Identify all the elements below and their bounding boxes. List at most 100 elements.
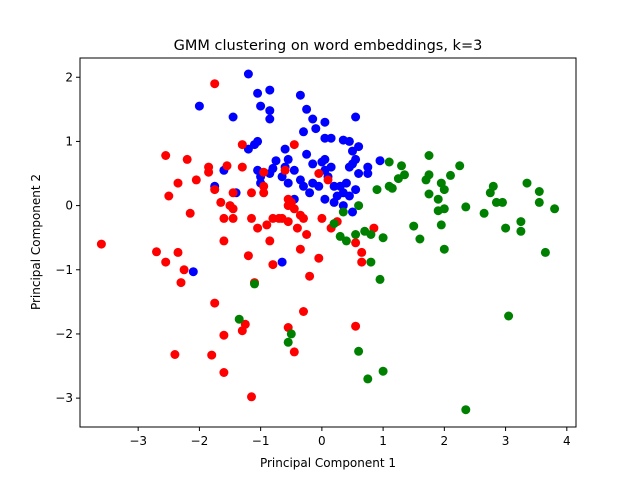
data-point-cluster-2 xyxy=(314,253,324,263)
data-point-cluster-1 xyxy=(295,90,305,100)
data-point-cluster-3 xyxy=(488,181,498,191)
data-point-cluster-1 xyxy=(320,117,330,127)
data-point-cluster-1 xyxy=(299,127,308,137)
data-point-cluster-3 xyxy=(250,279,259,289)
data-point-cluster-3 xyxy=(351,230,361,239)
data-point-cluster-2 xyxy=(237,326,247,336)
data-point-cluster-2 xyxy=(210,185,220,195)
data-point-cluster-2 xyxy=(323,175,333,185)
data-point-cluster-3 xyxy=(409,221,419,231)
data-point-cluster-3 xyxy=(366,257,376,267)
data-point-cluster-2 xyxy=(185,208,195,218)
data-point-cluster-3 xyxy=(436,220,446,230)
data-point-cluster-1 xyxy=(302,104,312,114)
data-point-cluster-1 xyxy=(308,114,318,124)
data-point-cluster-1 xyxy=(354,142,364,152)
data-point-cluster-2 xyxy=(228,213,238,223)
data-point-cluster-3 xyxy=(436,178,446,188)
data-point-cluster-3 xyxy=(400,170,409,180)
data-point-cluster-2 xyxy=(274,213,284,223)
data-point-cluster-3 xyxy=(360,226,370,236)
data-point-cluster-2 xyxy=(262,220,272,230)
y-tick-label: −3 xyxy=(55,391,73,405)
data-point-cluster-2 xyxy=(299,307,308,316)
data-point-cluster-1 xyxy=(351,154,361,164)
data-point-cluster-2 xyxy=(164,191,174,201)
data-point-cluster-3 xyxy=(378,366,388,376)
data-point-cluster-3 xyxy=(234,314,244,324)
data-point-cluster-1 xyxy=(277,257,287,267)
data-point-cluster-3 xyxy=(424,189,434,199)
data-point-cluster-2 xyxy=(357,257,367,267)
data-point-cluster-3 xyxy=(387,183,397,193)
data-point-cluster-2 xyxy=(173,178,183,188)
plot-frame xyxy=(79,57,577,428)
x-tick-label: 3 xyxy=(502,434,510,448)
data-point-cluster-3 xyxy=(534,197,544,207)
data-point-cluster-3 xyxy=(286,329,296,339)
data-point-cluster-1 xyxy=(265,85,275,95)
data-point-cluster-3 xyxy=(455,161,465,171)
data-point-cluster-2 xyxy=(228,204,238,214)
data-point-cluster-3 xyxy=(338,207,348,217)
x-tick-label: −1 xyxy=(252,434,270,448)
data-point-cluster-3 xyxy=(439,204,449,214)
data-point-cluster-2 xyxy=(295,244,305,254)
data-point-cluster-1 xyxy=(283,154,293,164)
data-point-cluster-1 xyxy=(299,181,308,191)
data-point-cluster-3 xyxy=(498,197,507,207)
data-point-cluster-3 xyxy=(424,151,434,160)
data-point-cluster-1 xyxy=(280,144,290,154)
data-point-cluster-3 xyxy=(534,187,544,196)
x-tick-label: −3 xyxy=(129,434,147,448)
data-point-cluster-2 xyxy=(161,257,171,267)
data-point-cluster-2 xyxy=(216,197,226,207)
data-point-cluster-1 xyxy=(308,159,318,169)
data-point-cluster-3 xyxy=(446,170,455,180)
data-point-cluster-3 xyxy=(283,337,293,347)
chart-title: GMM clustering on word embeddings, k=3 xyxy=(174,38,483,54)
data-point-cluster-3 xyxy=(439,244,449,254)
data-point-cluster-2 xyxy=(182,154,192,164)
data-point-cluster-2 xyxy=(247,213,256,223)
data-point-cluster-3 xyxy=(354,201,364,211)
data-point-cluster-1 xyxy=(344,162,354,172)
data-point-cluster-1 xyxy=(348,207,357,217)
data-point-cluster-2 xyxy=(259,167,269,177)
data-point-cluster-2 xyxy=(210,79,220,89)
data-point-cluster-1 xyxy=(283,178,293,188)
data-point-cluster-3 xyxy=(341,236,351,246)
data-point-cluster-3 xyxy=(335,231,345,241)
data-point-cluster-2 xyxy=(237,140,247,150)
data-point-cluster-3 xyxy=(461,405,471,415)
data-point-cluster-3 xyxy=(375,274,385,284)
data-point-cluster-2 xyxy=(259,188,269,198)
data-point-cluster-2 xyxy=(253,223,263,233)
y-tick-label: 0 xyxy=(65,199,73,213)
data-point-cluster-3 xyxy=(540,247,550,257)
data-point-cluster-1 xyxy=(256,101,266,111)
data-point-cluster-2 xyxy=(228,188,238,198)
axis-layer: −3 −2 −1 0 1 2 3 4 −3 −2 −1 0 1 2 xyxy=(55,70,570,448)
data-point-cluster-3 xyxy=(329,219,339,229)
data-point-cluster-3 xyxy=(415,234,425,244)
data-point-cluster-1 xyxy=(363,169,373,178)
data-point-cluster-2 xyxy=(173,247,183,257)
data-point-cluster-2 xyxy=(219,236,229,246)
data-point-cluster-1 xyxy=(311,124,321,134)
data-point-cluster-2 xyxy=(259,181,269,191)
data-point-cluster-2 xyxy=(305,271,315,281)
data-point-cluster-3 xyxy=(550,204,560,214)
data-point-cluster-1 xyxy=(326,162,336,172)
x-tick-label: 1 xyxy=(379,434,387,448)
data-point-cluster-1 xyxy=(344,191,354,201)
data-point-cluster-3 xyxy=(516,226,526,236)
data-point-cluster-3 xyxy=(354,346,364,356)
data-point-cluster-1 xyxy=(253,136,263,146)
data-point-cluster-3 xyxy=(378,233,388,243)
data-point-cluster-1 xyxy=(243,69,253,79)
data-point-cluster-2 xyxy=(204,167,214,177)
data-point-cluster-2 xyxy=(247,392,256,402)
data-point-cluster-1 xyxy=(354,169,364,178)
